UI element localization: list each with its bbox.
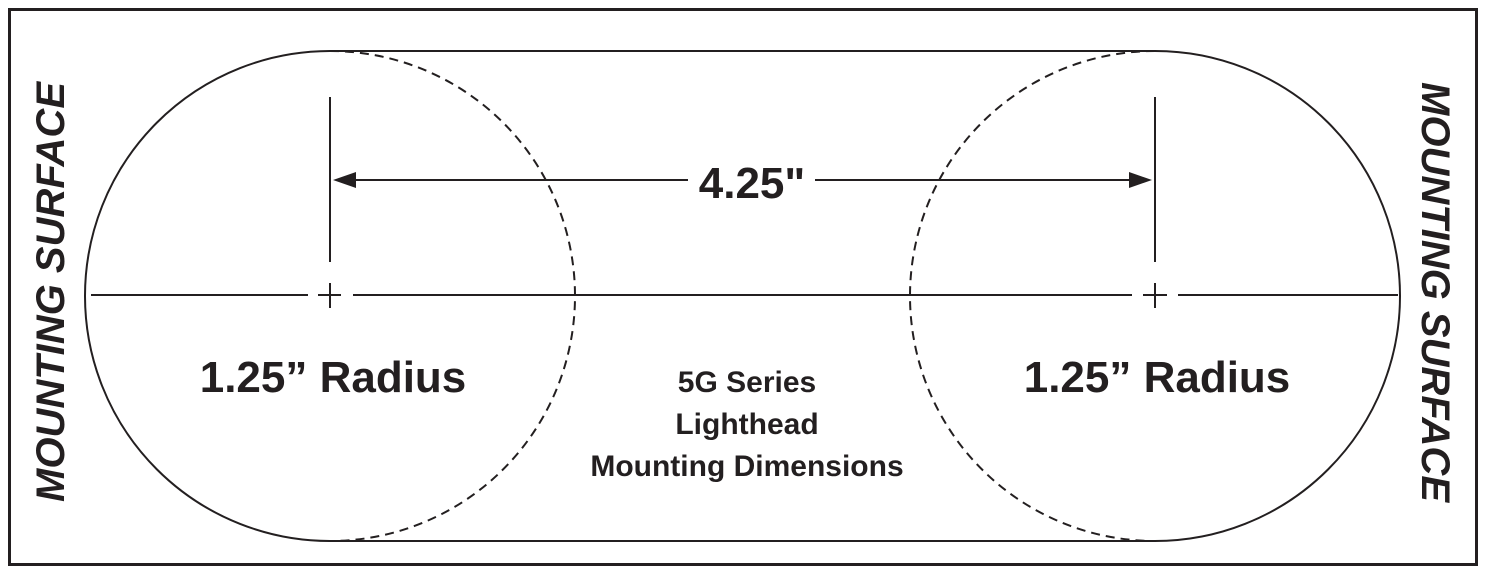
right-dashed-arc [909,50,1156,542]
title-line-description: Mounting Dimensions [590,450,903,483]
left-dashed-arc [329,50,576,542]
title-line-product: Lighthead [675,408,818,441]
mounting-surface-label-right: MOUNTING SURFACE [1413,82,1457,503]
title-line-series: 5G Series [678,366,816,399]
center-distance-label: 4.25" [699,159,806,208]
mounting-surface-label-left: MOUNTING SURFACE [29,81,73,502]
radius-label-left: 1.25” Radius [200,353,467,402]
dimension-arrow-left [333,172,356,188]
radius-label-right: 1.25” Radius [1024,353,1291,402]
dimension-arrow-right [1129,172,1152,188]
outer-border [8,8,1478,566]
lighthead-outline [84,50,1401,542]
